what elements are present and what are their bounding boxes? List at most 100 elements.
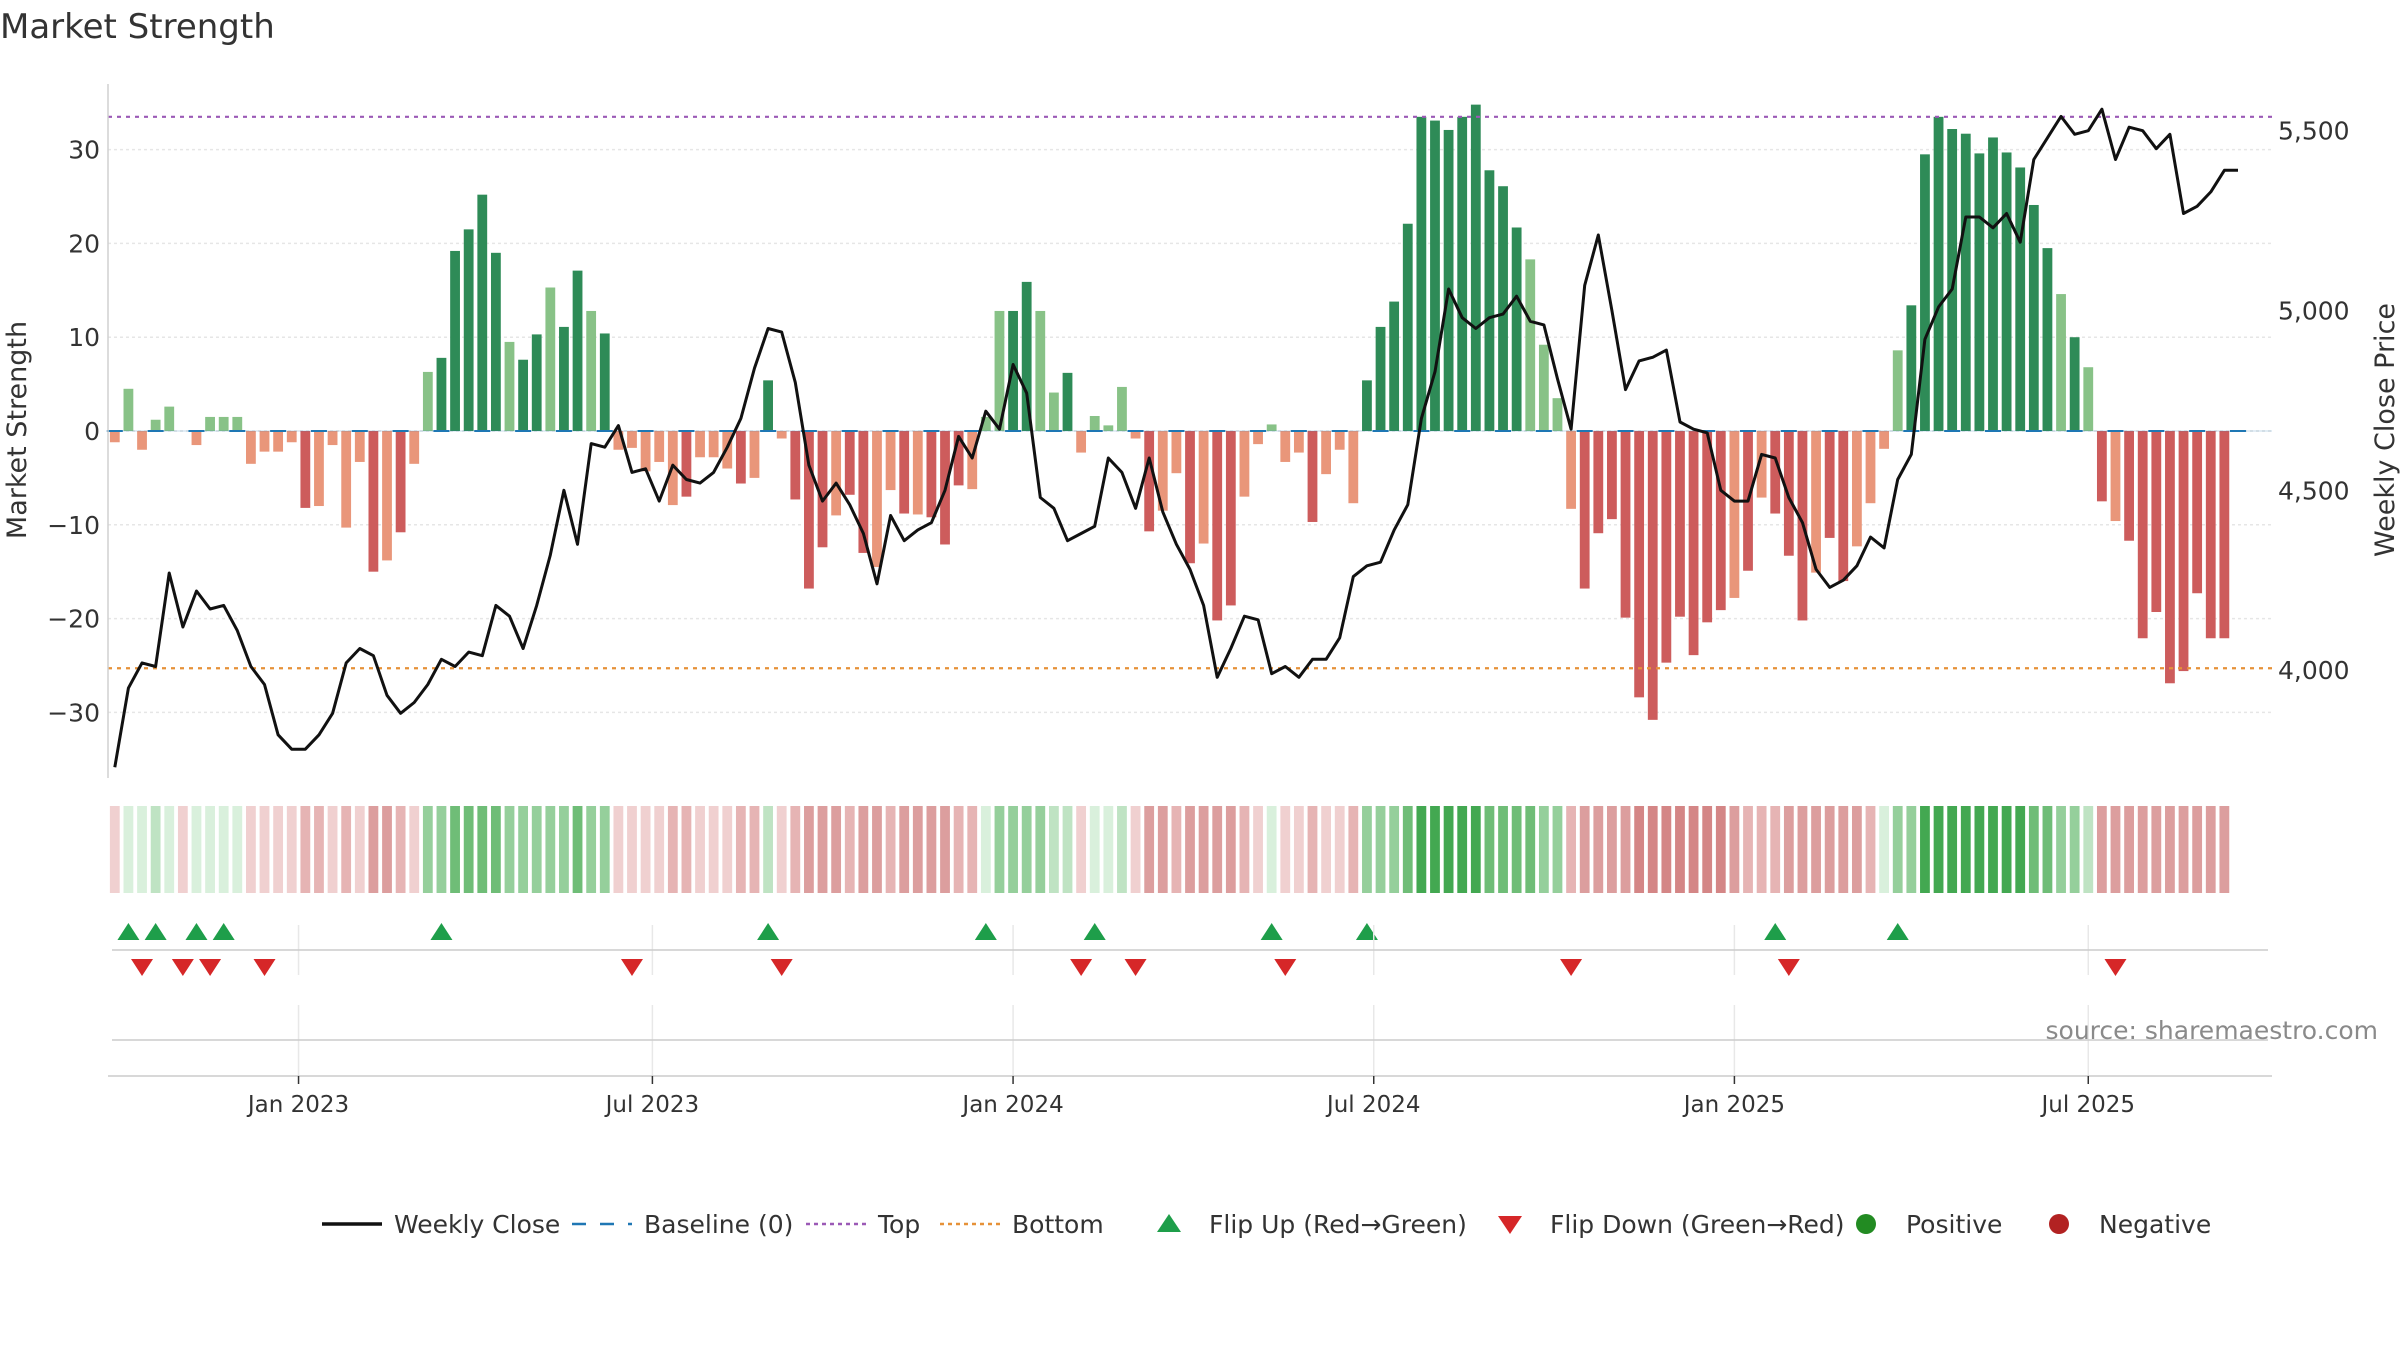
strength-bar [2192,431,2203,594]
heat-cell [2001,806,2012,893]
strength-bar [286,431,297,443]
strength-bar [1443,129,1454,432]
heat-cell [1144,806,1155,893]
strength-bar [586,310,597,431]
strength-bar [327,431,338,446]
y2-tick-label: 5,500 [2278,117,2350,146]
heat-cell [1212,806,1223,893]
heat-cell [872,806,882,893]
heat-cell [123,806,134,893]
legend-label: Baseline (0) [644,1210,793,1239]
strength-bar [2096,431,2107,502]
strength-bar [967,431,978,490]
x-tick-label: Jan 2023 [246,1092,349,1118]
legend-swatch-tri-up [1157,1214,1181,1232]
strength-bar [205,416,215,431]
strength-bar [1988,137,1998,431]
heat-cell [1702,806,1713,893]
heat-cell [2110,806,2121,893]
flip-down-marker [1274,959,1297,976]
flip-down-marker [1777,959,1800,976]
flip-down-marker [253,959,276,976]
strength-bar [109,431,120,443]
strength-bar [150,419,161,431]
strength-bar [1484,170,1495,432]
heat-cell [1457,806,1468,893]
strength-bar [2110,431,2121,522]
heat-cell [1198,806,1209,893]
heat-cell [1334,806,1345,893]
x-tick-label: Jan 2024 [960,1092,1063,1118]
heat-cell [2124,806,2134,893]
x-axis-ticks: Jan 2023 Jul 2023 Jan 2024 Jul 2024 Jan 2025… [246,1076,2135,1118]
strength-bar [1702,431,1713,623]
heat-cell [1879,806,1890,893]
strength-bar [1117,386,1127,431]
heat-cell [2151,806,2162,893]
strength-bar [1130,431,1141,439]
heat-cell [1729,806,1740,893]
heat-cell [1947,806,1958,893]
heat-cell [749,806,760,893]
strength-bar [899,431,910,514]
strength-bar [368,431,379,572]
heat-cell [1008,806,1018,893]
flip-down-marker [171,959,194,976]
strength-bar [1402,223,1413,431]
strength-bar [1960,133,1971,432]
heat-cell [341,806,352,893]
strength-bar [1293,431,1304,453]
flip-up-marker [144,923,167,940]
strength-bar [2083,367,2094,431]
strength-bar [246,431,256,464]
y-tick-label: −30 [47,698,100,727]
strength-bar [1280,431,1291,462]
heat-cell [1960,806,1971,893]
heat-cell [1470,806,1481,893]
strength-bar [953,431,964,486]
strength-bar [1171,431,1182,474]
heat-cell [504,806,515,893]
heat-cell [776,806,787,893]
heat-cell [1552,806,1563,893]
strength-bar [776,431,787,439]
strength-bar [273,431,284,452]
heat-cell [382,806,392,893]
strength-bar [137,431,147,450]
heat-cell [259,806,270,893]
heat-cell [1647,806,1658,893]
x-tick-label: Jul 2025 [2039,1092,2135,1118]
strength-bar [980,416,991,431]
strength-bar [2205,431,2216,639]
heat-cell [545,806,556,893]
strength-bar [518,359,529,431]
strength-bar [872,431,882,567]
strength-bar [749,431,760,478]
legend-swatch-circle-green [1856,1214,1876,1234]
heat-cell [1770,806,1781,893]
heat-cell [1416,806,1427,893]
strength-bar [422,371,433,431]
heat-cell [531,806,542,893]
lower-panel [108,925,2272,1077]
strength-bar [1906,305,1917,431]
strength-bar [1198,431,1209,544]
heat-cell [1634,806,1645,893]
heat-cell [1117,806,1127,893]
strength-bar [1239,431,1250,497]
legend-label: Positive [1906,1210,2002,1239]
strength-bar [1715,431,1726,611]
flip-up-marker [1886,923,1909,940]
heat-cell [2015,806,2026,893]
heat-cell [1906,806,1917,893]
flip-up-marker [212,923,235,940]
strength-bar [2124,431,2134,541]
regime-heat-strip [109,806,2230,893]
flip-down-marker [1124,959,1147,976]
heat-cell [1511,806,1522,893]
heat-cell [1089,806,1100,893]
heat-cell [205,806,215,893]
strength-bar [1021,281,1032,431]
heat-cell [422,806,433,893]
heat-cell [1375,806,1386,893]
